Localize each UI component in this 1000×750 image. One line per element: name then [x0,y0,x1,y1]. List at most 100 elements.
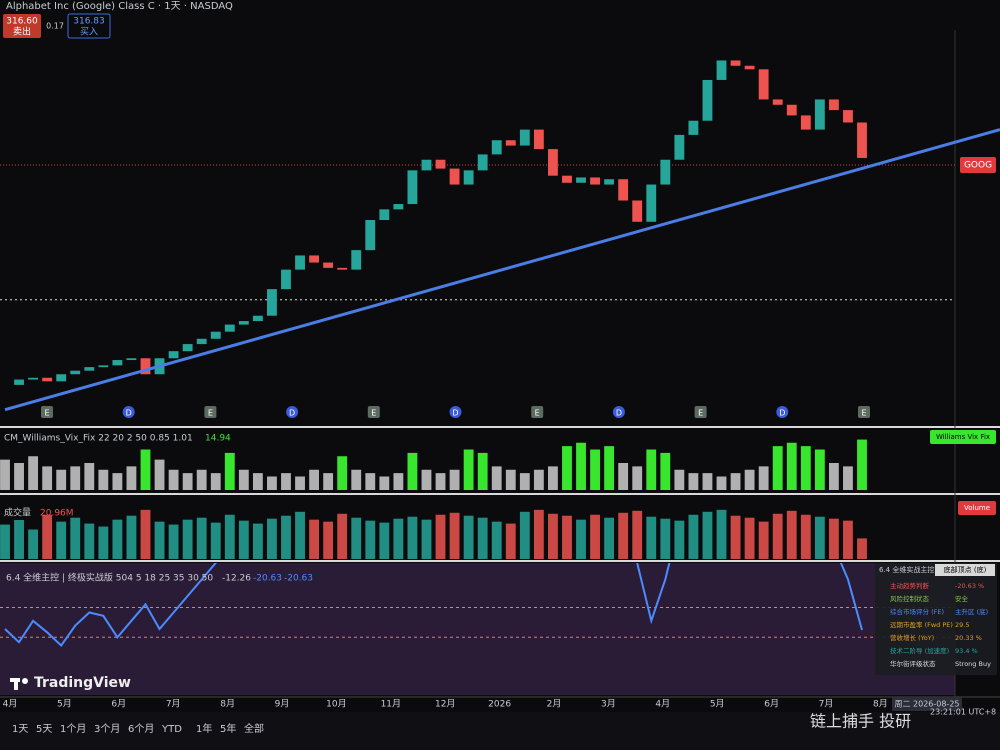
candle [688,120,699,135]
candle [351,250,362,270]
candle [210,331,221,339]
candle [323,262,334,268]
candle [435,159,446,169]
candle [98,365,109,368]
volume-bar [688,514,699,559]
range-button[interactable]: 5天 [36,724,52,735]
vix-bar [604,446,615,490]
range-button[interactable]: 全部 [244,722,264,735]
candle [632,200,643,222]
volume-bar [646,516,657,559]
range-button[interactable]: 5年 [220,722,236,735]
vix-bar [772,446,783,490]
event-icon [694,406,707,418]
candle [42,377,53,382]
range-button[interactable]: 6个月 [128,723,154,735]
panel-row-label: 远期市盈率 (Fwd PE) [890,620,953,629]
event-icon [449,406,462,418]
candle [112,360,123,366]
legend-tag [930,430,996,444]
ask-button[interactable] [67,13,111,39]
panel-row-value: 20.33 % [955,634,982,642]
event-icon [858,406,870,418]
candle [224,324,235,332]
indicator-value: 20.96M [40,509,74,519]
vix-bar [702,473,713,490]
range-button[interactable]: 1天 [12,724,28,735]
vix-bar [435,473,446,490]
volume-bar [548,513,558,559]
vix-bar [140,449,151,490]
volume-bar [449,512,460,559]
vix-bar [112,473,123,490]
volume-bar [618,512,629,559]
volume-bar [772,513,783,559]
bid-button[interactable] [3,14,41,38]
event-label: D [616,409,622,418]
vix-bar [252,473,263,490]
vix-bar [42,466,53,490]
vix-bar [618,463,629,490]
volume-bar [590,514,600,559]
volume-bar [491,521,502,559]
ask-label: 买入 [80,27,98,38]
volume-bar [252,523,263,559]
candle [477,154,488,171]
range-button[interactable]: 1个月 [60,723,86,735]
volume-bar [281,515,291,559]
event-label: E [861,409,866,418]
x-tick-label: 8月 [220,699,235,710]
last-price-tag [960,157,996,174]
volume-bar [604,517,615,559]
indicator-title: CM_Williams_Vix_Fix 22 20 2 50 0.85 1.01 [4,434,193,444]
candle [562,175,572,183]
indicator-title: 6.4 全维主控 | 终极实战版 504 5 18 25 35 30 50 [6,572,213,584]
volume-bar [210,522,221,559]
indicator-title-bg [2,506,38,520]
panel-row-value: 29.5 [955,621,969,629]
range-button[interactable]: YTD [161,724,182,735]
range-button[interactable]: 1年 [196,722,212,735]
vix-bar [98,469,109,490]
volume-bar [126,515,137,559]
volume-bar [154,521,165,559]
candle [182,344,193,352]
volume-bar [196,517,207,559]
volume-bar [800,514,811,559]
bid-label: 卖出 [13,26,31,38]
candle [252,315,263,322]
panel-row-label: 主动趋势判断 [890,581,930,590]
vix-bar [365,473,376,490]
clock: 23:21:01 UTC+8 [930,708,996,717]
panel-row-label: 技术二阶导 (加速度) [890,646,949,655]
candle [800,115,811,130]
volume-bar [224,514,235,559]
event-label: D [452,409,458,418]
logo: TradingView [34,675,131,691]
candle [56,374,67,382]
volume-bar [730,515,741,559]
candle [463,170,474,185]
vix-bar [0,459,10,490]
vix-bar [351,469,362,490]
event-label: D [289,409,295,418]
candle [519,129,530,146]
vix-bar [281,473,291,490]
candle [168,351,179,359]
volume-bar [843,520,853,559]
volume-bar [393,518,404,559]
volume-bar [56,521,67,559]
volume-bar [238,520,249,559]
x-tick-label: 5月 [710,699,725,710]
candle [393,204,404,210]
candle [337,267,348,270]
volume-bar [674,520,685,559]
volume-bar [519,511,530,559]
volume-bar [758,521,769,559]
volume-bar [182,519,193,559]
vix-bar [519,473,530,490]
vix-bar [168,469,179,490]
range-button[interactable]: 3个月 [94,723,120,735]
panel-badge-text: 底部顶点 (底) [944,565,987,574]
candle [730,60,741,66]
